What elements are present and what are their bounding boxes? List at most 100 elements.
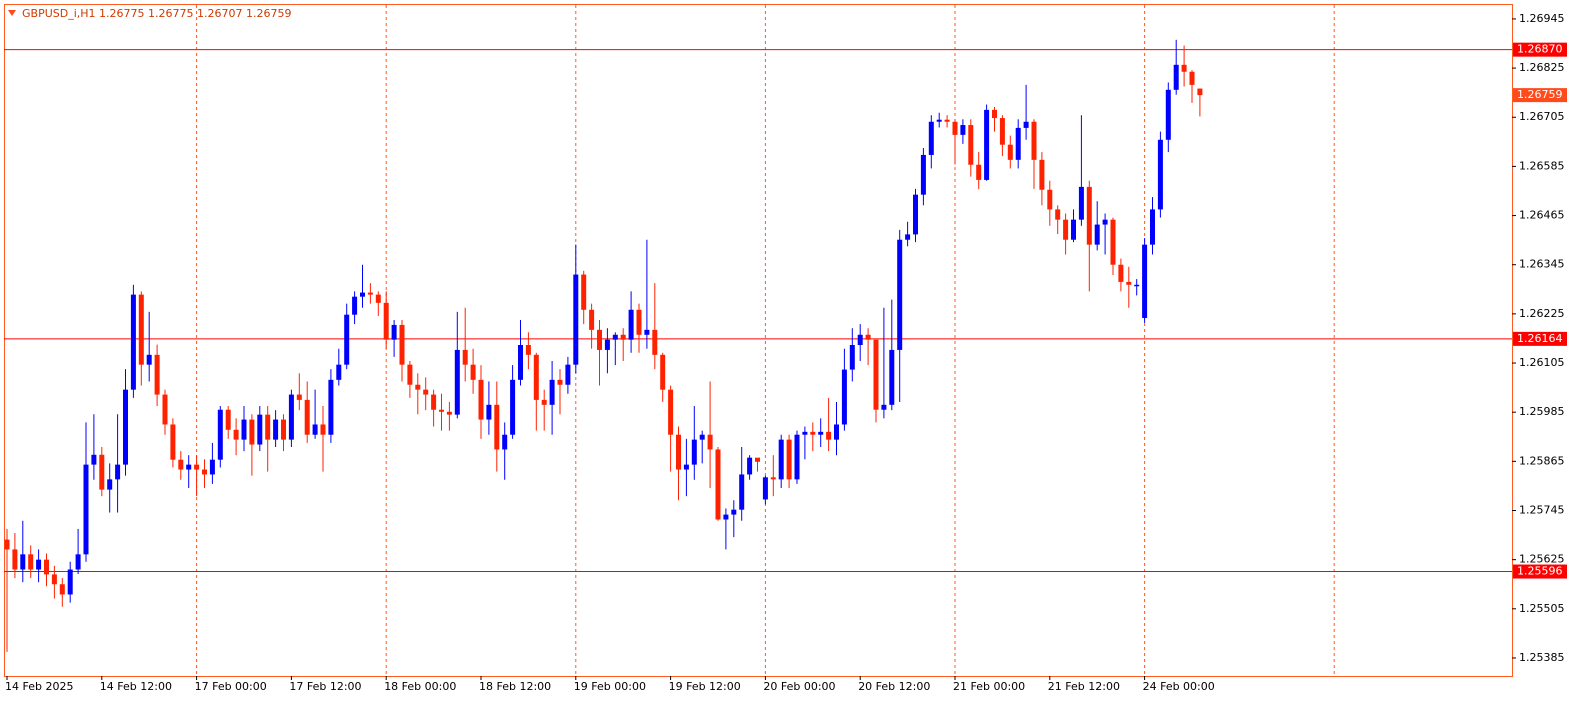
candle-body: [644, 329, 650, 335]
candle-body: [1150, 209, 1155, 245]
candle-body: [802, 431, 808, 435]
candle-body: [723, 514, 729, 520]
candle-body: [1181, 64, 1187, 72]
candle-body: [36, 559, 42, 570]
candle-body: [1086, 186, 1092, 245]
candle-body: [1063, 219, 1069, 240]
candle-body: [604, 339, 610, 350]
x-tick-label: 17 Feb 00:00: [195, 680, 267, 693]
candle-body: [51, 574, 57, 585]
candle-body: [897, 239, 903, 350]
y-tick-label: 1.26225: [1519, 307, 1565, 320]
candle-body: [747, 457, 753, 475]
candle-body: [683, 464, 689, 470]
candle-body: [889, 349, 895, 405]
collapse-icon: [8, 10, 16, 16]
candle-body: [652, 329, 658, 355]
candle-body: [1094, 224, 1100, 245]
candle-body: [12, 549, 18, 570]
candle-body: [439, 409, 444, 412]
candle-body: [739, 474, 745, 510]
candle-body: [209, 459, 215, 475]
candle-body: [336, 364, 342, 380]
candle-body: [873, 339, 879, 410]
candle-body: [1165, 89, 1171, 140]
candle-body: [597, 329, 602, 350]
candle-body: [913, 194, 918, 235]
x-tick-label: 19 Feb 00:00: [574, 680, 646, 693]
candle-body: [312, 424, 318, 435]
candle-body: [265, 414, 271, 440]
candle-body: [541, 399, 547, 405]
y-tick-label: 1.26105: [1519, 356, 1565, 369]
candle-body: [676, 434, 681, 470]
candle-body: [849, 345, 855, 370]
candle-body: [217, 409, 223, 460]
candle-body: [612, 334, 618, 340]
y-tick-label: 1.26345: [1519, 258, 1565, 271]
level-label-box: [1513, 564, 1567, 579]
candle-body: [834, 424, 839, 440]
candle-body: [565, 364, 571, 385]
candle-body: [431, 394, 437, 410]
candle-body: [881, 404, 887, 410]
level-label: 1.26164: [1517, 332, 1563, 345]
y-tick-label: 1.25985: [1519, 405, 1565, 418]
candle-body: [4, 539, 10, 550]
candle-body: [786, 439, 792, 480]
candle-body: [360, 292, 365, 297]
y-tick-label: 1.25625: [1519, 553, 1565, 566]
candle-body: [518, 345, 523, 380]
candle-body: [170, 424, 176, 460]
candle-body: [1102, 219, 1108, 225]
candle-body: [755, 457, 760, 462]
candle-body: [1173, 64, 1179, 90]
candle-body: [668, 389, 674, 435]
candle-body: [1157, 139, 1163, 210]
y-tick-label: 1.26465: [1519, 209, 1565, 222]
candle-body: [20, 554, 26, 570]
candle-body: [249, 419, 255, 445]
x-tick-label: 17 Feb 12:00: [289, 680, 361, 693]
x-tick-label: 18 Feb 12:00: [479, 680, 551, 693]
x-tick-label: 19 Feb 12:00: [669, 680, 741, 693]
candle-body: [510, 379, 516, 435]
candle-body: [391, 324, 397, 340]
candle-body: [999, 118, 1005, 145]
y-tick-label: 1.26945: [1519, 12, 1565, 25]
y-tick-label: 1.25505: [1519, 602, 1565, 615]
candle-body: [383, 302, 389, 340]
last-price-label: 1.26759: [1517, 88, 1563, 101]
candle-body: [557, 379, 563, 385]
candle-body: [944, 119, 950, 122]
candle-body: [273, 419, 279, 440]
candle-body: [241, 419, 247, 440]
x-tick-label: 18 Feb 00:00: [384, 680, 456, 693]
candle-body: [1078, 186, 1084, 220]
candle-body: [826, 431, 832, 440]
y-tick-label: 1.25745: [1519, 504, 1565, 517]
candle-body: [233, 429, 239, 440]
candle-body: [446, 411, 452, 415]
candle-body: [818, 431, 824, 435]
candle-body: [502, 434, 508, 450]
candle-body: [462, 349, 468, 365]
y-tick-label: 1.25385: [1519, 651, 1565, 664]
candle-body: [257, 414, 263, 445]
candle-body: [178, 459, 184, 470]
candle-body: [984, 109, 990, 180]
candle-body: [288, 394, 294, 440]
candle-body: [123, 389, 128, 465]
candle-body: [620, 334, 626, 340]
candle-body: [44, 559, 49, 575]
x-tick-label: 14 Feb 2025: [5, 680, 73, 693]
y-tick-label: 1.26825: [1519, 61, 1565, 74]
candle-body: [810, 431, 816, 435]
candle-body: [344, 314, 350, 365]
candle-body: [920, 154, 926, 195]
candle-body: [762, 477, 768, 500]
candle-body: [960, 125, 966, 135]
candle-body: [936, 119, 942, 122]
